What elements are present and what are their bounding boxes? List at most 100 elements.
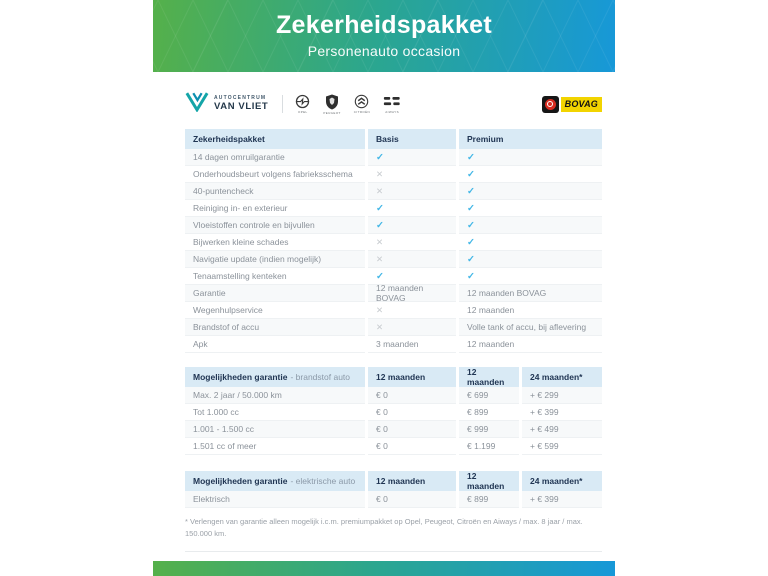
bovag-icon: [541, 95, 559, 113]
column-header-12m-a: 12 maanden: [368, 367, 456, 387]
premium-cell: 12 maanden: [459, 336, 602, 353]
peugeot-label: PEUGEOT: [323, 110, 341, 115]
row-label: Brandstof of accu: [185, 319, 365, 336]
flyer-page: Zekerheidspakket Personenauto occasion A…: [153, 0, 615, 576]
column-header-12m-a: 12 maanden: [368, 471, 456, 491]
basis-cell: ✕: [368, 302, 456, 319]
premium-cell: ✓: [459, 149, 602, 166]
premium-cell: ✓: [459, 234, 602, 251]
basis-cell: ✕: [368, 166, 456, 183]
warranty-title-light: - elektrische auto: [290, 476, 356, 486]
table-row: 14 dagen omruilgarantie ✓ ✓: [185, 149, 602, 166]
premium-cell: 12 maanden: [459, 302, 602, 319]
table-row: Tenaamstelling kenteken ✓ ✓: [185, 268, 602, 285]
warranty-title-bold: Mogelijkheden garantie: [193, 476, 288, 486]
basis-cell: ✕: [368, 183, 456, 200]
row-label: Elektrisch: [185, 491, 365, 508]
dealer-name-top: AUTOCENTRUM: [214, 95, 267, 102]
row-label: Tot 1.000 cc: [185, 404, 365, 421]
basis-cell: ✕: [368, 319, 456, 336]
peugeot-icon: [326, 94, 339, 109]
divider: [282, 95, 284, 113]
row-label: Max. 2 jaar / 50.000 km: [185, 387, 365, 404]
row-label: 1.001 - 1.500 cc: [185, 421, 365, 438]
table-row: Wegenhulpservice ✕ 12 maanden: [185, 302, 602, 319]
premium-cell: ✓: [459, 200, 602, 217]
table-row: Garantie 12 maanden BOVAG 12 maanden BOV…: [185, 283, 602, 303]
table-row: Bijwerken kleine schades ✕ ✓: [185, 234, 602, 251]
table-row: Brandstof of accu ✕ Volle tank of accu, …: [185, 319, 602, 336]
basis-cell: 12 maanden BOVAG: [368, 283, 456, 303]
basis-cell: ✓: [368, 217, 456, 234]
price-cell: € 0: [368, 491, 456, 508]
opel-icon: [296, 94, 310, 108]
basis-cell: ✓: [368, 200, 456, 217]
price-cell: € 999: [459, 421, 519, 438]
column-header-24m: 24 maanden*: [522, 367, 602, 387]
warranty-electric-table: Mogelijkheden garantie - elektrische aut…: [185, 471, 602, 508]
dealer-logo: AUTOCENTRUM VAN VLIET: [185, 91, 268, 117]
row-label: 1.501 cc of meer: [185, 438, 365, 455]
row-label: Reiniging in- en exterieur: [185, 200, 365, 217]
table-row: Vloeistoffen controle en bijvullen ✓ ✓: [185, 217, 602, 234]
row-label: Onderhoudsbeurt volgens fabrieksschema: [185, 166, 365, 183]
van-vliet-v-icon: [185, 91, 209, 117]
row-label: Wegenhulpservice: [185, 302, 365, 319]
warranty-title-bold: Mogelijkheden garantie: [193, 372, 288, 382]
table-row: Reiniging in- en exterieur ✓ ✓: [185, 200, 602, 217]
premium-cell: 12 maanden BOVAG: [459, 285, 602, 302]
premium-cell: ✓: [459, 166, 602, 183]
aiways-label: AIWAYS: [385, 109, 399, 114]
row-label: Garantie: [185, 285, 365, 302]
warranty-title-light: - brandstof auto: [290, 372, 351, 382]
table-row: Navigatie update (indien mogelijk) ✕ ✓: [185, 251, 602, 268]
basis-cell: ✕: [368, 251, 456, 268]
row-label: Apk: [185, 336, 365, 353]
basis-cell: ✓: [368, 268, 456, 285]
opel-label: OPEL: [298, 109, 308, 114]
hero-banner: Zekerheidspakket Personenauto occasion: [153, 0, 615, 72]
premium-cell: ✓: [459, 217, 602, 234]
table-row: Elektrisch € 0 € 899 + € 399: [185, 491, 602, 508]
logo-row: AUTOCENTRUM VAN VLIET OPEL PEUGEOT: [185, 86, 602, 122]
column-header-package: Zekerheidspakket: [185, 129, 365, 149]
table-row: 1.001 - 1.500 cc € 0 € 999 + € 499: [185, 421, 602, 438]
row-label: 14 dagen omruilgarantie: [185, 149, 365, 166]
footnote: * Verlengen van garantie alleen mogelijk…: [185, 517, 583, 539]
price-cell: € 0: [368, 387, 456, 404]
basis-cell: 3 maanden: [368, 336, 456, 353]
brand-logos: OPEL PEUGEOT CITROËN: [295, 94, 401, 115]
warranty-electric-header: Mogelijkheden garantie - elektrische aut…: [185, 471, 602, 491]
warranty-fuel-table: Mogelijkheden garantie - brandstof auto …: [185, 367, 602, 455]
basis-cell: ✓: [368, 149, 456, 166]
table-row: Max. 2 jaar / 50.000 km € 0 € 699 + € 29…: [185, 387, 602, 404]
row-label: Tenaamstelling kenteken: [185, 268, 365, 285]
row-label: Vloeistoffen controle en bijvullen: [185, 217, 365, 234]
bottom-gradient-bar: [153, 561, 615, 576]
price-cell: € 1.199: [459, 438, 519, 455]
price-cell: € 699: [459, 387, 519, 404]
price-cell: + € 299: [522, 387, 602, 404]
citroen-label: CITROËN: [353, 109, 371, 114]
dealer-name-bottom: VAN VLIET: [214, 100, 269, 112]
premium-cell: ✓: [459, 251, 602, 268]
citroen-logo: CITROËN: [354, 94, 370, 114]
price-cell: + € 399: [522, 491, 602, 508]
bovag-label: BOVAG: [560, 96, 602, 112]
column-header-12m-b: 12 maanden: [459, 367, 519, 387]
price-cell: € 0: [368, 438, 456, 455]
warranty-fuel-header: Mogelijkheden garantie - brandstof auto …: [185, 367, 602, 387]
price-cell: € 899: [459, 404, 519, 421]
premium-cell: Volle tank of accu, bij aflevering: [459, 319, 602, 336]
triangle-pattern: [153, 0, 615, 72]
aiways-logo: AIWAYS: [383, 94, 401, 114]
price-cell: + € 399: [522, 404, 602, 421]
premium-cell: ✓: [459, 183, 602, 200]
row-label: Bijwerken kleine schades: [185, 234, 365, 251]
row-label: Navigatie update (indien mogelijk): [185, 251, 365, 268]
price-cell: + € 499: [522, 421, 602, 438]
row-label: 40-puntencheck: [185, 183, 365, 200]
price-cell: + € 599: [522, 438, 602, 455]
warranty-fuel-title: Mogelijkheden garantie - brandstof auto: [185, 367, 365, 387]
page-subtitle: Personenauto occasion: [307, 43, 461, 59]
